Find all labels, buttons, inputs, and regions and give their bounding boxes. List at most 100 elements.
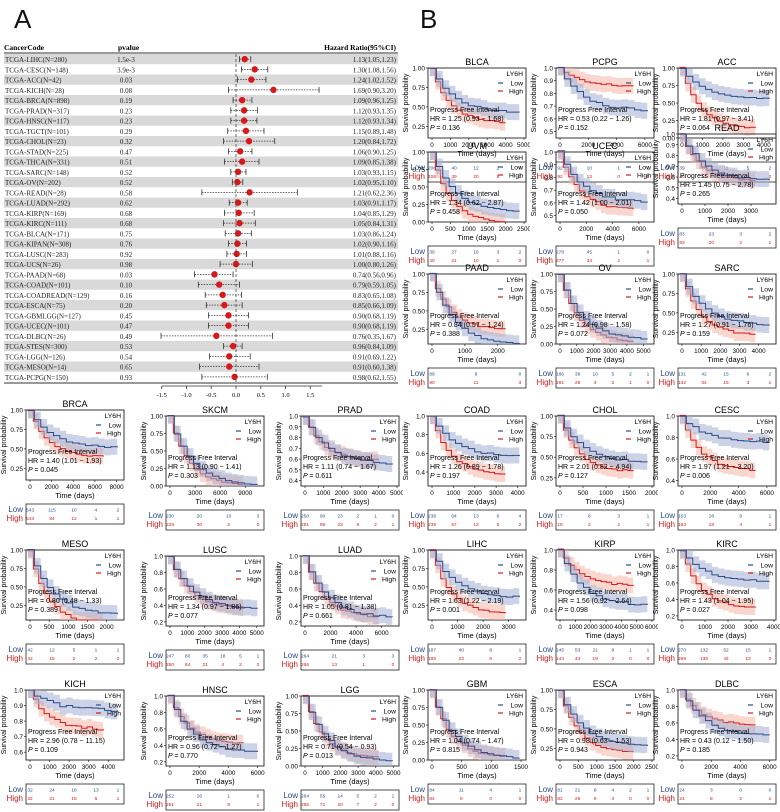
plot-frame (555, 151, 655, 223)
hr-point (225, 322, 232, 329)
risk-high-count: 28 (575, 380, 581, 386)
row-pvalue: 0.65 (120, 364, 133, 372)
y-axis-label: Survival probability (403, 279, 410, 338)
km-panel-prad: PRAD Survival probability 1.0 0.9 0.8 0.7 0.6 0… (276, 405, 403, 531)
legend-low-label: Low (761, 429, 774, 436)
legend-low-label: Low (511, 563, 524, 570)
y-tick-label: 0.9 (14, 703, 23, 710)
y-tick-label: 0.50 (150, 449, 163, 456)
risk-table-frame (555, 783, 655, 805)
x-tick-label: -0.5 (206, 392, 216, 399)
legend-title: LY6H (380, 699, 397, 706)
legend-title: LY6H (507, 277, 524, 284)
legend-title: LY6H (380, 419, 397, 426)
low-ci-band (430, 68, 520, 121)
risk-low-count: 12 (49, 648, 55, 654)
row-cancer-code: TCGA-LGG(N=126) (5, 353, 66, 361)
row-pvalue: 0.76 (120, 241, 133, 249)
low-curve (429, 272, 520, 344)
risk-low-count: 1 (257, 654, 260, 660)
y-tick-label: 1.00 (540, 688, 553, 695)
risk-high-count: 0 (769, 174, 772, 180)
risk-low-count: 4 (611, 788, 614, 794)
p-symbol: P (680, 473, 686, 480)
low-ci-band (558, 152, 648, 211)
y-tick-label: 0.4 (154, 743, 163, 750)
low-curve (429, 151, 520, 212)
y-tick-label: 0.75 (662, 291, 675, 298)
x-tick-label: 3000 (502, 624, 517, 631)
p-value: = 0.027 (686, 607, 710, 614)
risk-high-label: High (659, 520, 675, 529)
p-value: = 0.098 (564, 607, 588, 614)
risk-high-count: 132 (678, 380, 686, 386)
risk-low-label: Low (148, 791, 163, 800)
legend-title: LY6H (245, 559, 262, 566)
y-axis-label: Survival probability (276, 421, 283, 480)
risk-high-count: 3 (519, 174, 522, 180)
y-tick-label: 0.4 (544, 608, 553, 615)
risk-high-count: 18 (71, 796, 77, 802)
risk-low-count: 1 (95, 648, 98, 654)
risk-high-count: 40 (429, 258, 435, 264)
row-hr-label: 1.02(0.95,1.10) (353, 179, 397, 187)
x-tick-label: 2000 (476, 624, 491, 631)
row-pvalue: 0.93 (120, 374, 133, 382)
legend-low-label: Low (384, 709, 397, 716)
x-tick-label: 500 (44, 624, 55, 631)
risk-low-count: 1 (617, 166, 620, 172)
y-tick-label: 0.50 (662, 101, 675, 108)
risk-low-count: 8 (475, 372, 478, 378)
x-tick-label: -1.0 (181, 392, 191, 399)
hr-text: HR = 1.34 (0.97 − 1.86) (168, 604, 242, 611)
risk-high-count: 153 (678, 522, 686, 528)
hr-point (234, 230, 242, 237)
risk-low-count: 238 (428, 514, 436, 520)
row-pvalue: 0.03 (120, 271, 133, 279)
y-tick-label: 0.75 (540, 707, 553, 714)
risk-low-count: 11 (459, 788, 464, 794)
risk-low-label: Low (538, 163, 553, 172)
row-cancer-code: TCGA-BRCA(N=898) (5, 97, 70, 105)
p-value-text: P = 0.388 (430, 331, 460, 338)
risk-low-label: Low (410, 645, 425, 654)
p-value: = 0.001 (436, 607, 460, 614)
y-tick-label: 0.9 (289, 424, 298, 431)
risk-low-count: 35 (203, 654, 209, 660)
y-tick-label: 0.25 (10, 603, 23, 610)
row-pvalue: 0.75 (120, 230, 133, 238)
legend-high-label: High (247, 437, 261, 444)
risk-high-label: High (537, 794, 553, 803)
risk-high-count: 228 (166, 522, 174, 528)
risk-low-count: 18 (71, 788, 77, 794)
legend-title: LY6H (507, 553, 524, 560)
p-value-text: P = 0.458 (430, 209, 460, 216)
row-hr-label: 1.00(0.80,1.26) (353, 261, 397, 269)
risk-high-count: 92 (557, 174, 563, 180)
y-tick-label: 0.6 (289, 586, 298, 593)
x-tick-label: 1000 (316, 490, 331, 497)
risk-high-count: 2 (239, 662, 242, 668)
row-cancer-code: TCGA-LIHC(N=280) (5, 56, 68, 64)
y-tick-label: 0.00 (662, 136, 675, 143)
low-ci-band (680, 690, 770, 744)
y-tick-label: 0.25 (412, 327, 425, 334)
risk-low-count: 252 (166, 794, 174, 800)
risk-low-count: 21 (593, 648, 599, 654)
p-symbol: P (558, 607, 564, 614)
low-curve (557, 273, 648, 340)
legend-title: LY6H (635, 693, 652, 700)
risk-table-frame (25, 643, 125, 665)
risk-low-label: Low (660, 229, 675, 238)
risk-low-label: Low (660, 645, 675, 654)
y-tick-label: 0.7 (544, 188, 553, 195)
metric-label: Progress Free Interval (430, 589, 500, 596)
y-axis-label: Survival probability (653, 279, 660, 338)
y-tick-label: 1.0 (666, 548, 675, 555)
x-axis-label: Time (days) (195, 637, 235, 646)
hr-point (213, 332, 220, 340)
plot-frame (25, 409, 125, 481)
risk-high-count: 44 (723, 656, 729, 662)
x-tick-label: 3000 (603, 348, 618, 355)
metric-label: Progress Free Interval (680, 589, 750, 596)
